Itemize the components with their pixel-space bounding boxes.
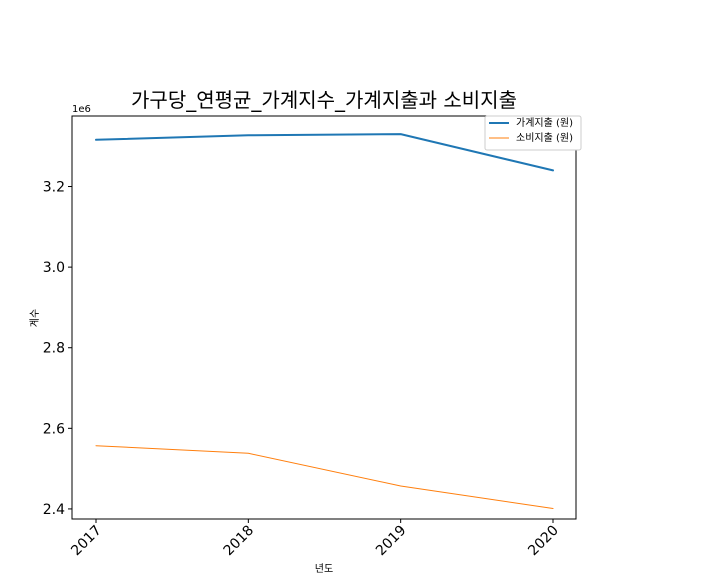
legend-label-expenditure: 가계지출 (원): [516, 117, 573, 129]
legend: 가계지출 (원) 소비지출 (원): [484, 115, 582, 151]
x-tick-label: 2019: [373, 523, 410, 560]
y-tick-label: 2.8: [43, 341, 65, 357]
legend-label-consumption: 소비지출 (원): [516, 132, 573, 144]
y-axis-label: 계수: [29, 309, 41, 327]
series-line-expenditure: [95, 133, 554, 172]
x-axis-label: 년도: [315, 563, 333, 575]
y-tick-label: 2.4: [43, 502, 65, 518]
series-lines: [95, 133, 554, 509]
y-scale-label: 1e6: [72, 104, 91, 115]
x-tick-label: 2017: [68, 523, 105, 560]
x-tick-label: 2018: [221, 523, 258, 560]
legend-frame: [484, 115, 582, 151]
y-axis-ticks: 2.4 2.6 2.8 3.0 3.2: [43, 180, 72, 518]
y-tick-label: 2.6: [43, 421, 65, 437]
chart-title: 가구당_연평균_가계지수_가계지출과 소비지출: [131, 88, 517, 112]
y-tick-label: 3.0: [43, 260, 65, 276]
plot-area: [71, 115, 577, 520]
x-axis-ticks: 2017 2018 2019 2020: [68, 519, 562, 559]
y-tick-label: 3.2: [43, 180, 65, 196]
x-tick-label: 2020: [525, 523, 562, 560]
series-line-consumption: [95, 445, 554, 509]
